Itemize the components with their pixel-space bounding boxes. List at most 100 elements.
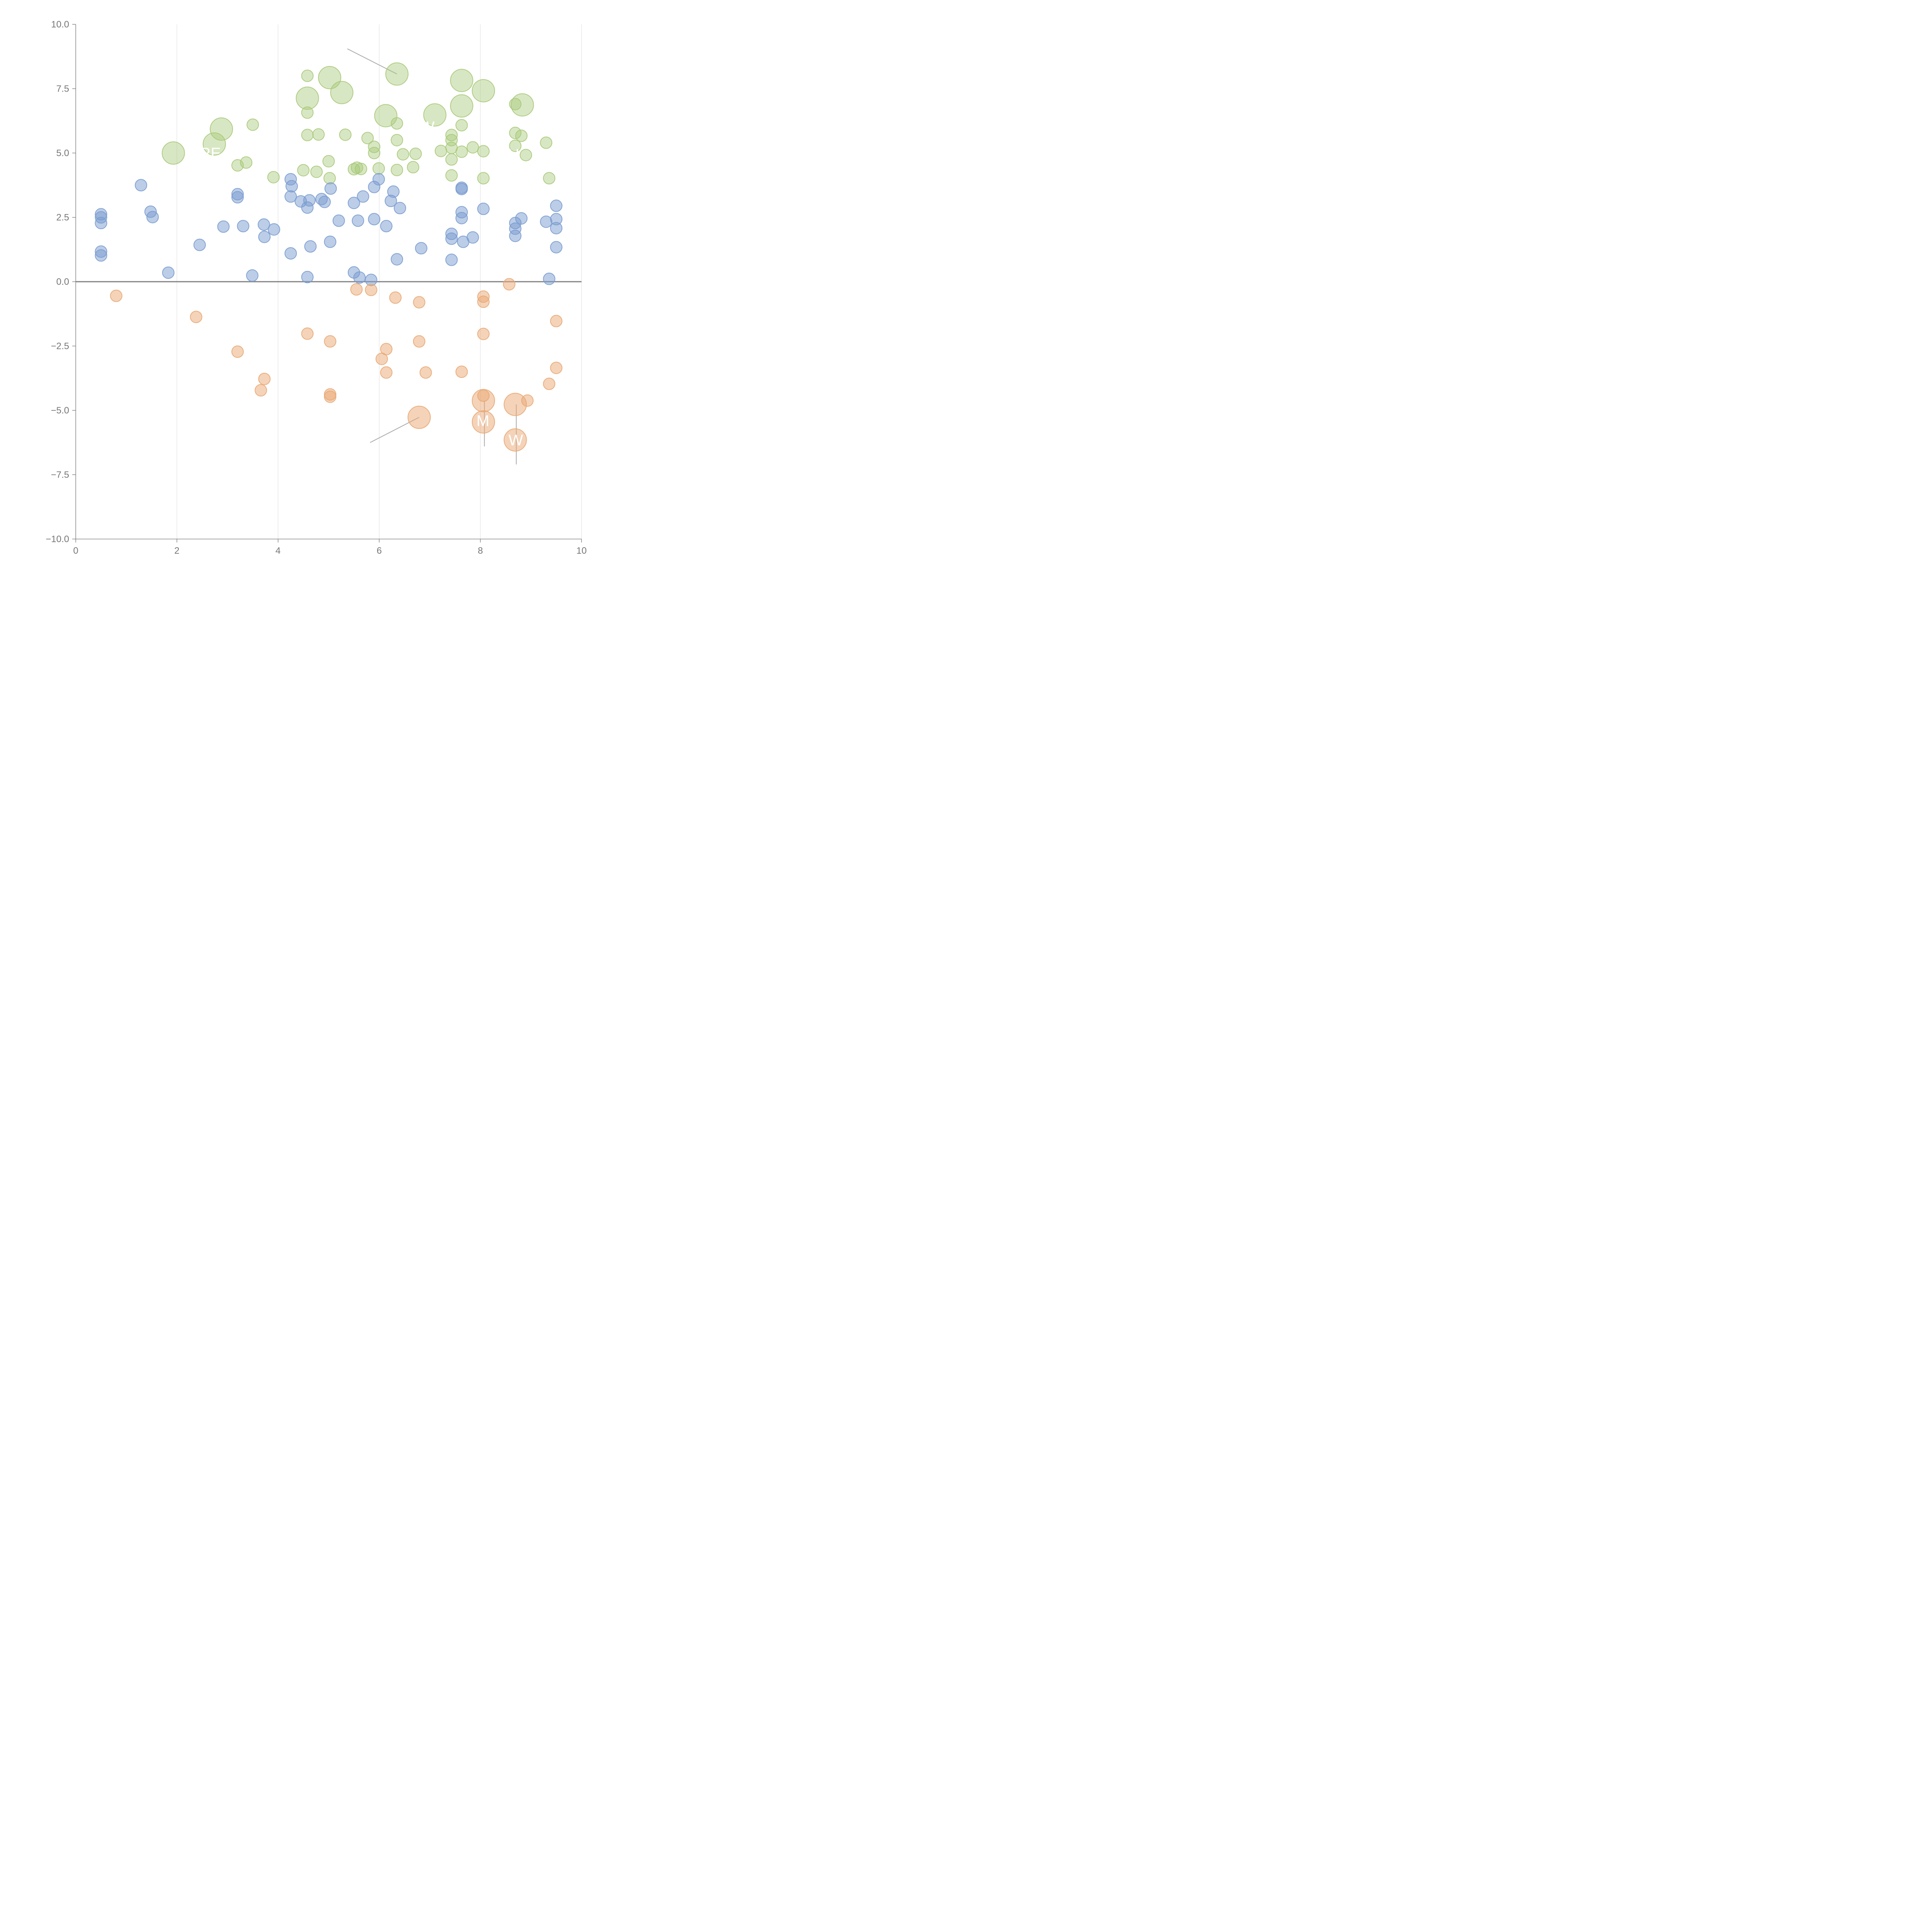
point-neg — [380, 343, 393, 355]
point-high — [543, 172, 556, 185]
y-tick-label: −7.5 — [51, 470, 69, 480]
point-neg — [324, 335, 337, 348]
point-high — [509, 127, 522, 139]
point-high — [510, 93, 534, 117]
point-neg — [324, 390, 337, 403]
point-high — [296, 87, 319, 110]
y-tick-label: 5.0 — [56, 148, 69, 158]
point-neg — [380, 366, 393, 379]
point-mid — [301, 271, 314, 284]
point-mid — [347, 197, 360, 209]
point-high — [267, 171, 280, 184]
point-high — [301, 70, 314, 82]
point-mid — [445, 253, 458, 266]
point-high — [396, 148, 409, 161]
point-mid — [324, 235, 337, 248]
point-neg — [550, 362, 563, 374]
point-mid — [284, 247, 297, 260]
point-mid — [387, 185, 400, 198]
point-high — [297, 164, 310, 177]
point-mid — [268, 223, 281, 236]
point-mid — [193, 238, 206, 251]
point-neg — [477, 295, 490, 308]
point-high — [455, 119, 468, 132]
point-high — [310, 165, 323, 178]
point-mid — [162, 266, 175, 279]
point-high — [423, 103, 447, 127]
point-neg — [543, 378, 556, 390]
point-mid — [217, 220, 230, 233]
point-mid — [134, 179, 147, 192]
point-mid — [357, 190, 369, 203]
point-high — [372, 162, 385, 175]
x-tick-label: 4 — [276, 546, 281, 556]
point-neg — [389, 291, 402, 304]
point-high — [240, 156, 253, 169]
point-high — [368, 147, 381, 159]
point-high — [391, 117, 403, 130]
point-mid — [380, 220, 393, 233]
point-high — [355, 163, 367, 175]
point-high — [466, 141, 479, 154]
point-high — [322, 155, 335, 168]
point-neg — [255, 384, 267, 397]
point-neg — [407, 405, 431, 429]
point-high — [407, 161, 420, 173]
annotation-label: W — [509, 432, 523, 449]
point-mid — [540, 215, 553, 228]
point-high — [312, 128, 325, 141]
point-high — [330, 81, 354, 104]
point-mid — [95, 249, 107, 262]
point-high — [301, 129, 314, 141]
point-mid — [285, 180, 298, 192]
point-high — [445, 153, 458, 166]
point-neg — [110, 289, 122, 302]
point-neg — [472, 389, 495, 412]
point-mid — [477, 202, 490, 215]
point-high — [477, 172, 490, 185]
point-neg — [413, 335, 425, 348]
point-mid — [303, 194, 316, 207]
point-mid — [509, 230, 522, 242]
x-tick-label: 2 — [174, 546, 179, 556]
point-mid — [231, 191, 244, 204]
point-neg — [477, 328, 490, 340]
point-neg — [190, 311, 202, 323]
point-mid — [455, 212, 468, 224]
point-high — [450, 94, 473, 118]
point-neg — [301, 327, 314, 340]
leader-line — [347, 48, 397, 75]
point-neg — [231, 345, 244, 358]
point-mid — [284, 190, 297, 203]
point-high — [509, 139, 522, 152]
point-mid — [550, 241, 563, 253]
point-high — [520, 149, 532, 162]
point-high — [409, 147, 422, 160]
point-high — [445, 129, 458, 141]
point-high — [450, 69, 473, 92]
point-mid — [543, 272, 556, 285]
point-high — [445, 169, 458, 182]
point-mid — [324, 182, 337, 195]
annotation-label: RU — [497, 146, 519, 163]
point-mid — [466, 231, 479, 244]
point-neg — [350, 283, 363, 296]
point-mid — [352, 214, 364, 227]
y-tick-label: 0.0 — [56, 277, 69, 287]
point-mid — [368, 213, 381, 226]
point-mid — [550, 222, 563, 235]
point-neg — [365, 284, 378, 296]
point-high — [515, 129, 528, 142]
point-mid — [394, 202, 406, 214]
point-mid — [550, 199, 563, 212]
point-annotations: RE W RU M W — [199, 119, 523, 449]
data-points — [95, 62, 563, 452]
point-high — [361, 132, 374, 145]
y-tick-label: −2.5 — [51, 341, 69, 352]
scatter-chart: 0 2 4 6 8 10 −10.0 −7.5 −5.0 −2.5 0.0 2.5 5.0 7.5 10.0… — [46, 19, 587, 556]
point-high — [202, 132, 226, 156]
y-tick-label: −5.0 — [51, 405, 69, 416]
point-mid — [372, 173, 385, 185]
point-high — [162, 141, 185, 165]
y-tick-label: −10.0 — [46, 534, 69, 544]
